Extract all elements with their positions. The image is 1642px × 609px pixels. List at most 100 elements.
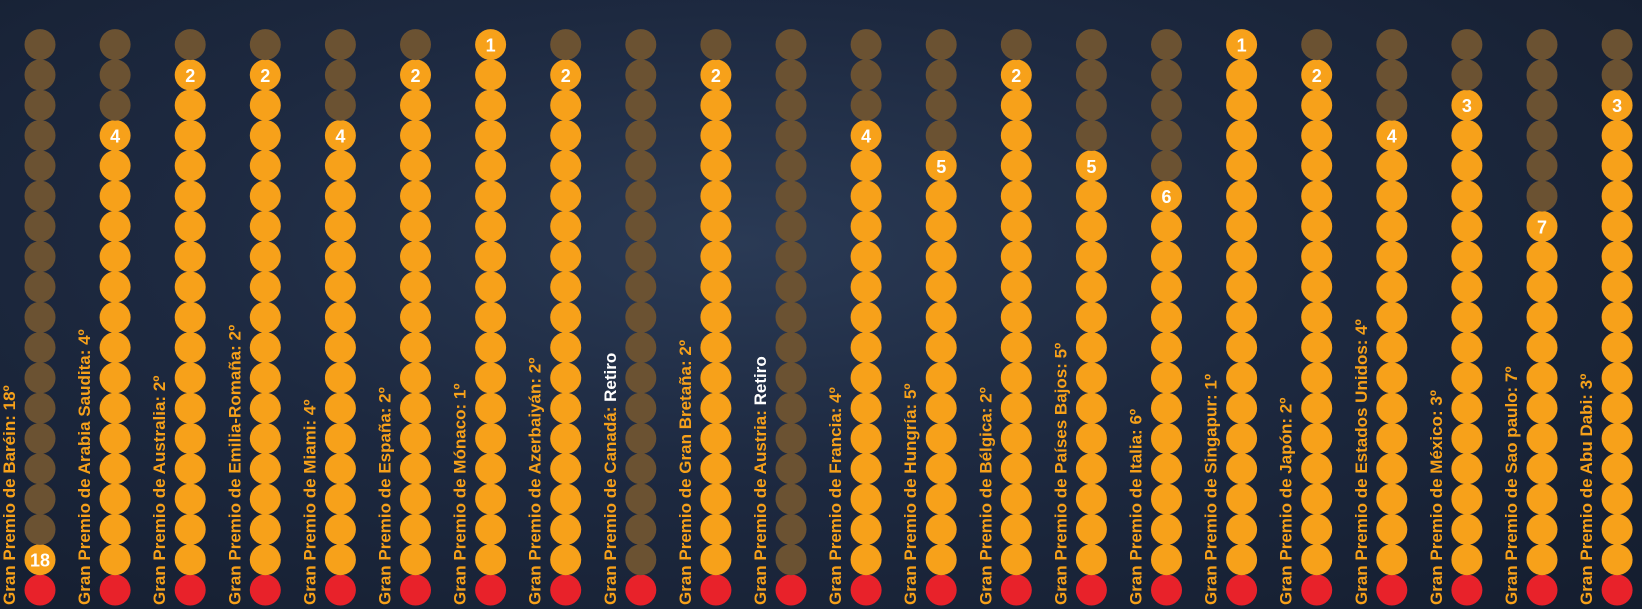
position-dot [1226, 89, 1258, 121]
race-column: Gran Premio de Austria: Retiro [751, 29, 807, 606]
position-dot [99, 453, 131, 485]
position-dot [1451, 180, 1483, 212]
position-dot [1301, 392, 1333, 424]
position-dot [24, 513, 56, 545]
position-dot [1451, 392, 1483, 424]
position-dot [1000, 59, 1032, 91]
position-number: 2 [1312, 66, 1322, 86]
position-dot [249, 362, 281, 394]
base-dot [1151, 574, 1182, 606]
position-dot [1151, 120, 1182, 151]
race-name: Gran Premio de Arabia Saudita: [75, 345, 94, 605]
position-dot [1000, 210, 1032, 242]
base-dot [550, 574, 582, 606]
position-dot [850, 513, 882, 545]
position-dot [324, 29, 356, 61]
position-dot [1601, 362, 1633, 394]
race-name: Gran Premio de Países Bajos: [1051, 358, 1070, 605]
position-number: 2 [711, 66, 721, 86]
race-name: Gran Premio de Abu Dabi: [1577, 389, 1596, 605]
race-name: Gran Premio de Francia: [826, 403, 845, 605]
position-dot [1151, 483, 1182, 515]
position-dot [1075, 180, 1107, 212]
race-label: Gran Premio de Australia: 2º [150, 376, 169, 606]
position-dot [475, 362, 507, 394]
position-dot [1000, 89, 1032, 121]
position-dot [249, 180, 281, 212]
position-dot [700, 332, 732, 364]
position-dot [1000, 544, 1032, 576]
position-dot [1075, 513, 1107, 545]
position-dot [1376, 120, 1408, 151]
race-result: 2º [976, 387, 995, 403]
position-dot [850, 271, 882, 303]
position-dot [775, 241, 807, 273]
position-dot [174, 544, 206, 576]
position-dot [550, 362, 582, 394]
race-name: Gran Premio de Italia: [1127, 425, 1146, 605]
base-dot [1301, 574, 1333, 606]
position-dot [1000, 271, 1032, 303]
position-dot [925, 362, 957, 394]
position-number: 1 [486, 36, 496, 56]
position-dot [1601, 392, 1633, 424]
position-dot [775, 210, 807, 242]
position-dot [1075, 59, 1107, 91]
position-dot [1226, 271, 1258, 303]
position-dot [324, 362, 356, 394]
position-dot [1000, 241, 1032, 273]
position-dot [1075, 241, 1107, 273]
position-dot [174, 120, 206, 151]
position-dot [1526, 301, 1558, 333]
position-dot [1301, 120, 1333, 151]
position-number: 2 [185, 66, 195, 86]
position-dot [324, 180, 356, 212]
position-dot [1226, 301, 1258, 333]
position-dot [324, 513, 356, 545]
race-result: 2º [1277, 398, 1296, 414]
position-dot [1151, 59, 1182, 91]
position-dot [24, 120, 56, 151]
position-dot [625, 59, 657, 91]
position-dot [400, 453, 431, 485]
position-dot [1526, 544, 1558, 576]
position-dot [1000, 332, 1032, 364]
position-dot [475, 120, 507, 151]
position-dot [1376, 210, 1408, 242]
position-dot [249, 241, 281, 273]
position-dot [400, 301, 431, 333]
base-dot [400, 574, 431, 606]
race-column: 3 Gran Premio de México: 3º [1427, 29, 1483, 606]
base-dot [625, 574, 657, 606]
race-label: Gran Premio de Estados Unidos: 4º [1352, 319, 1371, 605]
position-dot [775, 392, 807, 424]
position-dot [24, 483, 56, 515]
position-dot [1301, 362, 1333, 394]
position-dot [1151, 301, 1182, 333]
position-dot [475, 301, 507, 333]
position-dot [700, 150, 732, 182]
race-label: Gran Premio de Arabia Saudita: 4º [75, 329, 94, 605]
position-dot [324, 544, 356, 576]
position-dot [925, 59, 957, 91]
position-dot [324, 392, 356, 424]
race-label: Gran Premio de Gran Bretaña: 2º [676, 340, 695, 605]
position-dot [1376, 453, 1408, 485]
position-dot [174, 301, 206, 333]
position-dot [925, 423, 957, 454]
position-dot [700, 89, 732, 121]
position-dot [1376, 271, 1408, 303]
position-dot [925, 271, 957, 303]
position-dot [550, 210, 582, 242]
position-dot [1226, 392, 1258, 424]
position-dot [24, 241, 56, 273]
position-dot [550, 513, 582, 545]
position-dot [1075, 271, 1107, 303]
position-dot [1376, 29, 1408, 61]
position-dot [775, 150, 807, 182]
race-result: 18º [0, 385, 19, 410]
position-dot [249, 423, 281, 454]
position-dot [1376, 332, 1408, 364]
position-dot [400, 241, 431, 273]
position-dot [925, 544, 957, 576]
